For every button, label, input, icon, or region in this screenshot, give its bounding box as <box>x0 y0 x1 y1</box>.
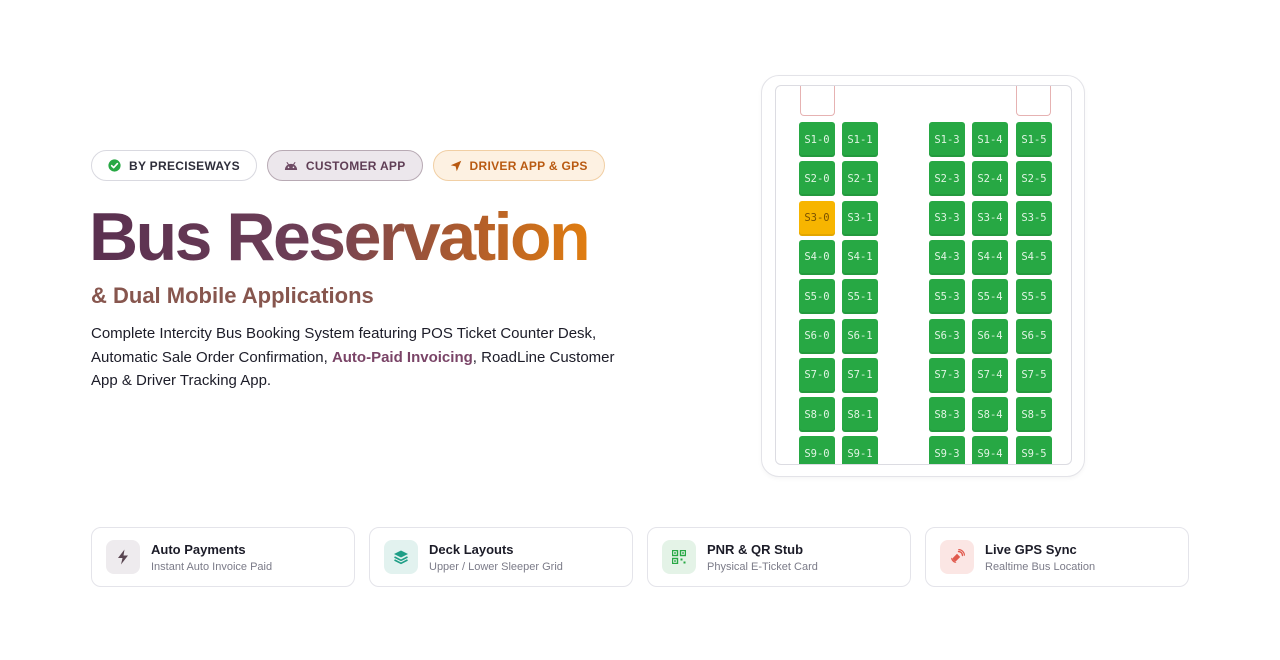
satellite-icon <box>940 540 974 574</box>
seat-s9-4[interactable]: S9-4 <box>972 436 1008 464</box>
seat-s2-1[interactable]: S2-1 <box>842 161 878 197</box>
android-icon <box>284 161 298 171</box>
badge-label: DRIVER APP & GPS <box>469 158 588 173</box>
seat-s8-1[interactable]: S8-1 <box>842 397 878 433</box>
feature-subtitle: Physical E-Ticket Card <box>707 560 818 573</box>
seat-s5-0[interactable]: S5-0 <box>799 279 835 315</box>
seat-s7-5[interactable]: S7-5 <box>1016 357 1052 393</box>
seat-s3-1[interactable]: S3-1 <box>842 200 878 236</box>
seat-s1-4[interactable]: S1-4 <box>972 122 1008 157</box>
seat-s1-5[interactable]: S1-5 <box>1016 122 1052 157</box>
feature-title: PNR & QR Stub <box>707 541 804 557</box>
feature-list: Auto Payments Instant Auto Invoice Paid … <box>91 527 1189 587</box>
description-text-1: Complete Intercity Bus Booking System fe… <box>91 325 597 366</box>
seat-s6-3[interactable]: S6-3 <box>929 318 965 354</box>
navigation-arrow-icon <box>450 160 462 172</box>
bus-seat-map: S1-0 S1-1 S1-3 S1-4 S1-5 S2-0 S2-1 S2-3 S2-4 S2-5… <box>775 85 1072 465</box>
seat-s6-1[interactable]: S6-1 <box>842 318 878 354</box>
seat-s8-0[interactable]: S8-0 <box>799 397 835 433</box>
feature-card-pnr-qr-stub: PNR & QR Stub Physical E-Ticket Card <box>647 527 911 587</box>
seat-s5-4[interactable]: S5-4 <box>972 279 1008 315</box>
seat-s9-5[interactable]: S9-5 <box>1016 436 1052 464</box>
feature-title: Live GPS Sync <box>985 541 1077 557</box>
page-title: Bus Reservation <box>89 196 591 278</box>
seat-s6-5[interactable]: S6-5 <box>1016 318 1052 354</box>
seat-s3-3[interactable]: S3-3 <box>929 200 965 236</box>
seat-s3-5[interactable]: S3-5 <box>1016 200 1052 236</box>
seat-s3-0[interactable]: S3-0 <box>799 200 835 236</box>
badge-label: CUSTOMER APP <box>305 158 406 173</box>
page-subtitle: & Dual Mobile Applications <box>91 283 374 308</box>
seat-s8-5[interactable]: S8-5 <box>1016 397 1052 433</box>
seat-s2-3[interactable]: S2-3 <box>929 161 965 197</box>
feature-subtitle: Instant Auto Invoice Paid <box>151 560 273 573</box>
seat-s6-4[interactable]: S6-4 <box>972 318 1008 354</box>
seat-s9-0[interactable]: S9-0 <box>799 436 835 464</box>
badge-by-preciseways: BY PRECISEWAYS <box>91 150 257 181</box>
seat-s2-4[interactable]: S2-4 <box>972 161 1008 197</box>
seat-s4-3[interactable]: S4-3 <box>929 239 965 275</box>
description-highlight: Auto-Paid Invoicing <box>331 348 473 366</box>
seat-s1-0[interactable]: S1-0 <box>799 122 835 157</box>
feature-card-auto-payments: Auto Payments Instant Auto Invoice Paid <box>91 527 355 587</box>
seat-s6-0[interactable]: S6-0 <box>799 318 835 354</box>
feature-subtitle: Realtime Bus Location <box>985 560 1096 573</box>
seat-s5-5[interactable]: S5-5 <box>1016 279 1052 315</box>
seat-s7-3[interactable]: S7-3 <box>929 357 965 393</box>
seat-s8-4[interactable]: S8-4 <box>972 397 1008 433</box>
feature-card-live-gps-sync: Live GPS Sync Realtime Bus Location <box>925 527 1189 587</box>
check-circle-icon <box>108 159 121 172</box>
lightning-icon <box>106 540 140 574</box>
seat-s7-1[interactable]: S7-1 <box>842 357 878 393</box>
seat-s1-3[interactable]: S1-3 <box>929 122 965 157</box>
feature-card-deck-layouts: Deck Layouts Upper / Lower Sleeper Grid <box>369 527 633 587</box>
description-text-2: , RoadLine Customer App & Driver Trackin… <box>91 348 615 390</box>
seat-s4-0[interactable]: S4-0 <box>799 239 835 275</box>
badge-label: BY PRECISEWAYS <box>129 158 240 173</box>
badge-group: BY PRECISEWAYS CUSTOMER APP DRIVER APP &… <box>91 150 605 181</box>
badge-customer-app: CUSTOMER APP <box>266 150 423 181</box>
seat-s2-0[interactable]: S2-0 <box>799 161 835 197</box>
bus-door-right <box>1016 86 1051 116</box>
seat-s7-4[interactable]: S7-4 <box>972 357 1008 393</box>
seat-s7-0[interactable]: S7-0 <box>799 357 835 393</box>
seat-s9-1[interactable]: S9-1 <box>842 436 878 464</box>
feature-title: Auto Payments <box>151 541 246 557</box>
bus-door-left <box>800 86 835 116</box>
seat-s5-1[interactable]: S5-1 <box>842 279 878 315</box>
seat-s1-1[interactable]: S1-1 <box>842 122 878 157</box>
seat-s4-5[interactable]: S4-5 <box>1016 239 1052 275</box>
badge-driver-app-gps: DRIVER APP & GPS <box>432 150 605 181</box>
qr-code-icon <box>662 540 696 574</box>
seat-s9-3[interactable]: S9-3 <box>929 436 965 464</box>
feature-title: Deck Layouts <box>429 541 514 557</box>
seat-s4-4[interactable]: S4-4 <box>972 239 1008 275</box>
seat-s8-3[interactable]: S8-3 <box>929 397 965 433</box>
feature-subtitle: Upper / Lower Sleeper Grid <box>429 560 563 573</box>
seat-s2-5[interactable]: S2-5 <box>1016 161 1052 197</box>
layers-icon <box>384 540 418 574</box>
seat-s5-3[interactable]: S5-3 <box>929 279 965 315</box>
page-description: Complete Intercity Bus Booking System fe… <box>91 322 631 393</box>
seat-s3-4[interactable]: S3-4 <box>972 200 1008 236</box>
seat-s4-1[interactable]: S4-1 <box>842 239 878 275</box>
